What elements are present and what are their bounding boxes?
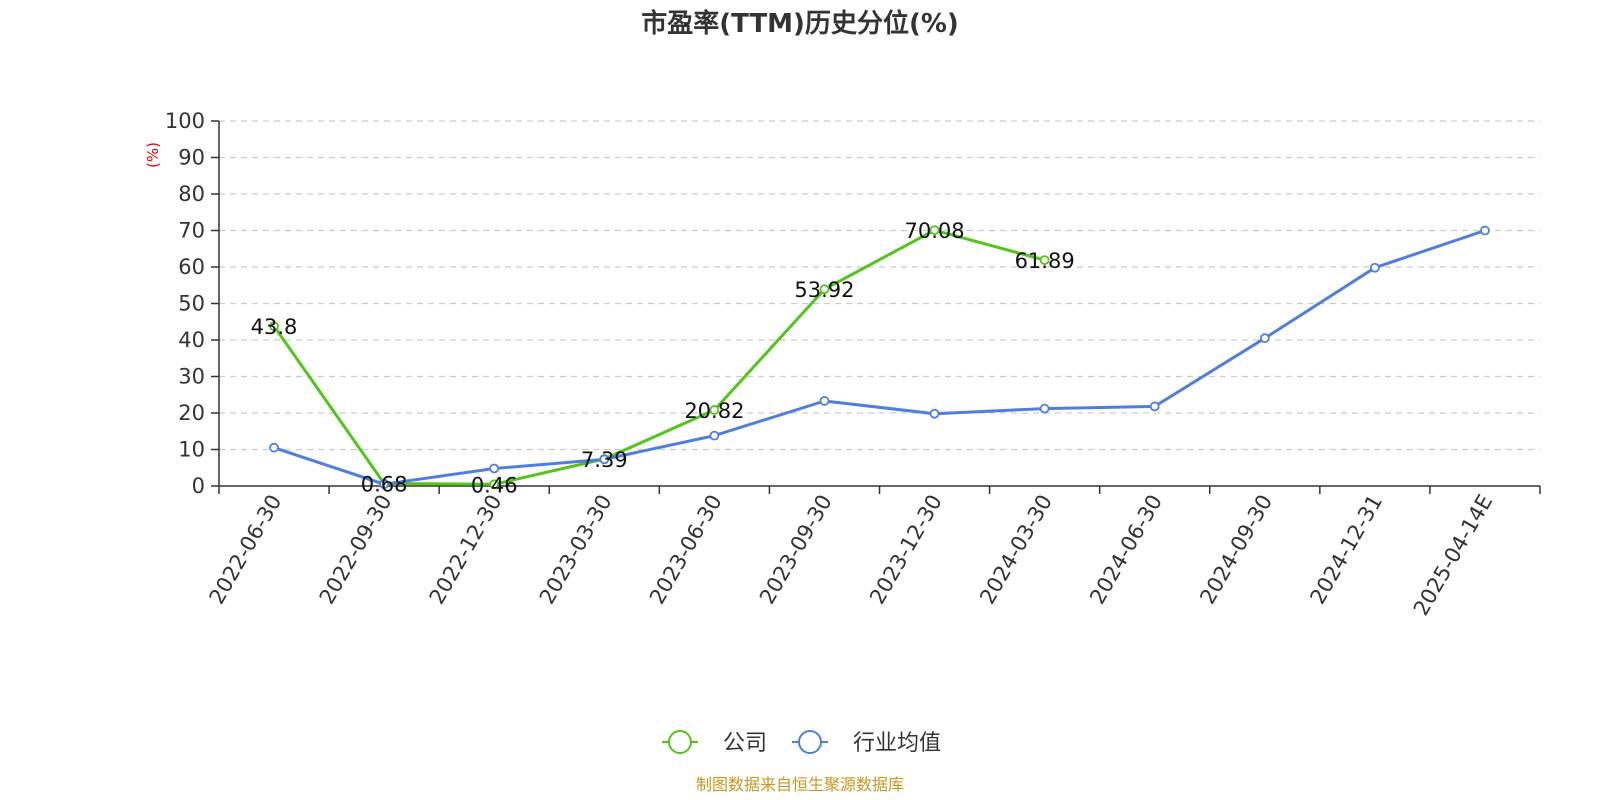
y-axis-unit: (%) xyxy=(144,142,162,168)
x-tick-label-3: 2023-03-30 xyxy=(535,491,617,609)
legend-label-0: 公司 xyxy=(723,731,767,756)
y-tick-label-10: 100 xyxy=(165,109,205,133)
data-label-0-6: 70.08 xyxy=(904,219,964,243)
y-tick-label-1: 10 xyxy=(178,438,205,462)
data-point-0-2 xyxy=(489,479,500,490)
data-label-0-3: 7.39 xyxy=(581,448,628,472)
y-tick-label-2: 20 xyxy=(178,401,205,425)
y-tick-label-5: 50 xyxy=(178,292,205,316)
data-point-1-10 xyxy=(1369,262,1380,273)
data-point-1-7 xyxy=(1039,403,1050,414)
chart-title: 市盈率(TTM)历史分位(%) xyxy=(641,8,959,39)
data-point-1-11 xyxy=(1480,225,1490,236)
x-tick-label-11: 2025-04-14E xyxy=(1409,491,1497,620)
data-label-0-4: 20.82 xyxy=(684,399,744,423)
x-tick-label-6: 2023-12-30 xyxy=(865,491,947,609)
data-point-1-5 xyxy=(819,396,830,406)
data-point-0-4 xyxy=(709,405,720,415)
y-tick-labels: 0 10 20 30 40 50 60 70 80 90 100 xyxy=(165,109,205,498)
y-tick-label-7: 70 xyxy=(178,219,205,243)
x-tick-labels: 2022-06-30 2022-09-30 2022-12-30 2023-03-30… xyxy=(205,491,1498,620)
data-point-1-4 xyxy=(709,430,720,441)
x-tick-label-8: 2024-06-30 xyxy=(1085,491,1167,609)
data-point-0-5 xyxy=(819,284,830,295)
x-tick-label-5: 2023-09-30 xyxy=(755,491,837,609)
data-label-0-2: 0.46 xyxy=(471,473,518,497)
series-lines xyxy=(269,225,1490,490)
data-point-1-6 xyxy=(929,408,940,419)
data-point-1-1 xyxy=(379,479,390,490)
data-point-1-3 xyxy=(599,454,610,465)
data-label-0-7: 61.89 xyxy=(1015,249,1075,273)
x-tick-label-9: 2024-09-30 xyxy=(1195,491,1277,609)
series-line-0 xyxy=(272,228,1045,486)
legend-label-1: 行业均值 xyxy=(853,731,941,756)
series-line-1 xyxy=(273,229,1486,486)
data-label-0-5: 53.92 xyxy=(794,278,854,302)
x-tick-label-7: 2024-03-30 xyxy=(975,491,1057,609)
data-point-1-0 xyxy=(269,442,279,453)
data-label-0-1: 0.68 xyxy=(361,473,408,497)
x-tick-label-1: 2022-09-30 xyxy=(315,491,397,609)
y-tick-label-6: 60 xyxy=(178,255,205,279)
y-tick-label-8: 80 xyxy=(178,182,205,206)
data-point-0-7 xyxy=(1039,255,1050,266)
data-labels: 43.8 0.68 0.46 7.39 20.82 53.92 70.08 61.89 xyxy=(251,219,1075,497)
data-point-1-2 xyxy=(489,463,500,474)
grid-lines xyxy=(211,120,1540,487)
y-tick-label-0: 0 xyxy=(192,474,205,498)
y-tick-label-3: 30 xyxy=(178,365,205,389)
legend: 公司 行业均值 xyxy=(662,730,941,756)
y-tick-label-9: 90 xyxy=(178,146,205,170)
x-tick-label-0: 2022-06-30 xyxy=(205,491,287,609)
data-label-0-0: 43.8 xyxy=(251,315,298,339)
axes xyxy=(218,121,1541,494)
x-tick-label-10: 2024-12-31 xyxy=(1305,491,1387,609)
data-point-0-0 xyxy=(269,321,279,332)
legend-marker-0 xyxy=(668,730,692,754)
data-point-1-9 xyxy=(1259,333,1270,344)
x-tick-label-4: 2023-06-30 xyxy=(645,491,727,609)
x-tick-label-2: 2022-12-30 xyxy=(425,491,507,609)
source-note: 制图数据来自恒生聚源数据库 xyxy=(696,775,904,794)
y-tick-label-4: 40 xyxy=(178,328,205,352)
data-point-0-6 xyxy=(929,225,940,236)
legend-marker-1 xyxy=(798,730,822,754)
data-point-1-8 xyxy=(1149,401,1160,412)
